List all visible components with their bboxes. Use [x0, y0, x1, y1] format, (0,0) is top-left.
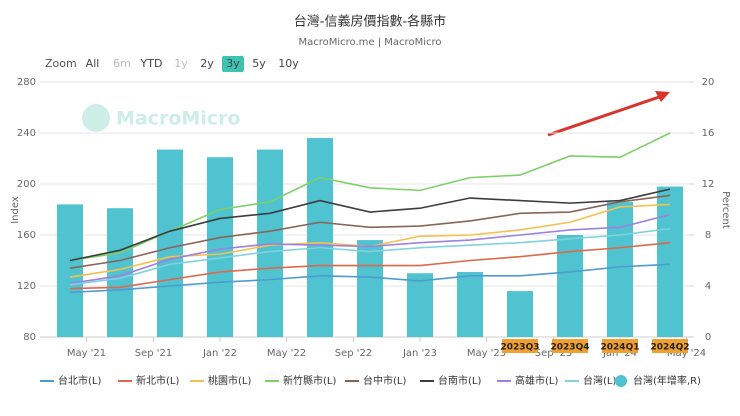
y2-tick-label: 12 — [702, 179, 715, 190]
legend-label: 新北市(L) — [136, 374, 179, 387]
bar — [57, 204, 83, 337]
legend-label: 台南市(L) — [438, 374, 481, 387]
chart-subtitle: MacroMicro.me | MacroMicro — [299, 37, 442, 48]
watermark-logo — [82, 104, 110, 132]
legend-label: 台灣(L) — [583, 374, 616, 387]
legend-label: 桃園市(L) — [208, 374, 251, 387]
y-tick-label: 240 — [17, 128, 36, 139]
range-button[interactable]: 5y — [252, 57, 266, 70]
y2-tick-label: 16 — [702, 128, 715, 139]
y-tick-label: 80 — [23, 332, 36, 343]
y2-axis-title: Percent — [720, 191, 731, 229]
category-label: 2023Q3 — [501, 343, 540, 353]
line — [69, 241, 671, 290]
legend-item[interactable]: 新竹縣市(L) — [265, 374, 336, 387]
bar — [607, 201, 633, 337]
category-badge — [552, 339, 588, 353]
category-badge — [652, 339, 688, 353]
range-button-label: 3y — [226, 57, 240, 70]
range-button-label: 6m — [113, 57, 131, 70]
trend-arrow-head — [655, 91, 670, 102]
y-tick-label: 200 — [17, 179, 36, 190]
line — [69, 188, 671, 262]
range-button-label: 2y — [200, 57, 214, 70]
range-button[interactable]: 1y — [174, 57, 188, 70]
category-label: 2024Q1 — [601, 343, 640, 353]
x-tick-label: Jan '22 — [202, 348, 237, 359]
range-button-bg — [222, 56, 244, 72]
y-tick-label: 120 — [17, 281, 36, 292]
y-tick-label: 160 — [17, 230, 36, 241]
bar — [657, 186, 683, 337]
category-badge — [502, 339, 538, 353]
legend-label: 新竹縣市(L) — [283, 374, 336, 387]
category-label: 2023Q4 — [551, 343, 590, 353]
line — [69, 213, 671, 285]
category-badge — [602, 339, 638, 353]
legend-label: 台灣(年增率,R) — [633, 374, 701, 387]
legend-item[interactable]: 桃園市(L) — [190, 374, 251, 387]
range-button-label: All — [86, 57, 100, 70]
y2-tick-label: 4 — [705, 281, 711, 292]
legend-item[interactable]: 台北市(L) — [40, 374, 101, 387]
legend-item[interactable]: 台南市(L) — [420, 374, 481, 387]
y2-tick-label: 20 — [702, 77, 715, 88]
y2-tick-label: 8 — [705, 230, 711, 241]
x-tick-label: May '23 — [467, 348, 506, 359]
legend-item[interactable]: 台灣(年增率,R) — [615, 374, 701, 387]
chart-title: 台灣-信義房價指數-各縣市 — [294, 14, 446, 30]
y2-tick-label: 0 — [705, 332, 711, 343]
line — [69, 227, 671, 286]
bar — [407, 273, 433, 337]
x-tick-label: Jan '23 — [402, 348, 437, 359]
bar — [357, 240, 383, 337]
line — [69, 263, 671, 294]
x-tick-label: May '24 — [667, 348, 706, 359]
zoom-label: Zoom — [45, 57, 77, 70]
range-button-label: YTD — [140, 57, 163, 70]
line — [69, 194, 671, 269]
range-button-label: 5y — [252, 57, 266, 70]
x-tick-label: Sep '21 — [135, 348, 173, 359]
watermark-text: MacroMicro — [116, 108, 241, 130]
bar — [207, 157, 233, 337]
range-button[interactable]: All — [86, 57, 100, 70]
x-tick-label: Sep '22 — [335, 348, 373, 359]
range-button-label: 1y — [174, 57, 188, 70]
legend-swatch — [615, 375, 627, 387]
legend-label: 高雄市(L) — [515, 374, 558, 387]
range-button-label: 10y — [278, 57, 299, 70]
legend-label: 台北市(L) — [58, 374, 101, 387]
range-button[interactable]: 3y3y — [222, 56, 244, 72]
x-tick-label: Sep '23 — [535, 348, 573, 359]
y-tick-label: 280 — [17, 77, 36, 88]
legend-item[interactable]: 高雄市(L) — [497, 374, 558, 387]
range-button[interactable]: 6m — [113, 57, 131, 70]
x-tick-label: Jan '24 — [602, 348, 637, 359]
bar — [157, 149, 183, 337]
trend-arrow — [547, 93, 666, 137]
bar — [457, 271, 483, 337]
legend-item[interactable]: 台中市(L) — [345, 374, 406, 387]
bar — [307, 138, 333, 337]
range-button[interactable]: 2y — [200, 57, 214, 70]
x-tick-label: May '22 — [267, 348, 306, 359]
category-label: 2024Q2 — [651, 343, 690, 353]
x-tick-label: May '21 — [67, 348, 106, 359]
range-button[interactable]: YTD — [140, 57, 163, 70]
range-button[interactable]: 10y — [278, 57, 299, 70]
bar — [507, 291, 533, 337]
legend-label: 台中市(L) — [363, 374, 406, 387]
watermark: MacroMicro — [82, 104, 241, 132]
legend-item[interactable]: 新北市(L) — [118, 374, 179, 387]
y-axis-title: Index — [10, 196, 21, 224]
legend-item[interactable]: 台灣(L) — [565, 374, 616, 387]
